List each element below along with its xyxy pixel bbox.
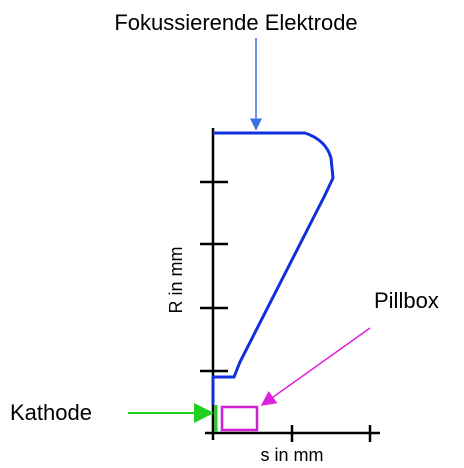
pillbox-arrow [260,327,371,406]
electrode [211,131,335,405]
title: Fokussierende Elektrode [114,10,357,35]
pillbox [220,405,259,432]
axes [200,128,380,442]
cathode-label: Kathode [10,400,92,425]
x-axis-label: s in mm [261,445,324,465]
pillbox-label: Pillbox [374,288,439,313]
y-axis-label: R in mm [166,247,186,314]
